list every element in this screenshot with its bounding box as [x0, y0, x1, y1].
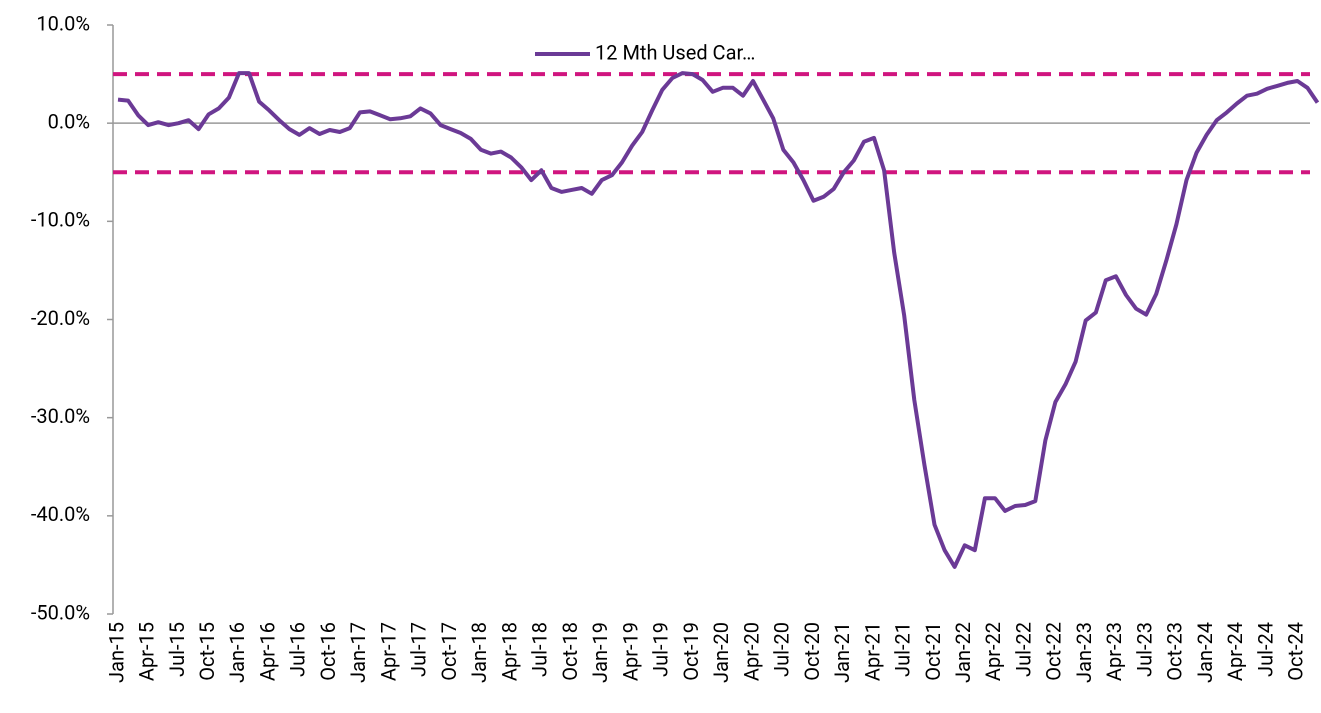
y-tick-label: -10.0% — [31, 208, 90, 232]
series-line — [117, 71, 1320, 569]
x-tick-label: Jul-23 — [1132, 622, 1156, 677]
x-tick-label: Oct-24 — [1284, 622, 1308, 681]
x-tick-label: Jul-17 — [407, 622, 431, 677]
x-tick-label: Oct-19 — [679, 622, 703, 681]
y-tick-label: -40.0% — [31, 502, 90, 526]
x-tick-label: Jan-15 — [104, 622, 128, 683]
x-tick-label: Jul-22 — [1011, 622, 1035, 677]
x-tick-label: Jul-15 — [165, 622, 189, 677]
y-tick-label: -20.0% — [31, 306, 90, 330]
x-tick-label: Apr-17 — [376, 622, 400, 681]
x-tick-label: Jul-16 — [286, 622, 310, 677]
x-tick-label: Apr-23 — [1102, 622, 1126, 681]
x-tick-label: Jul-18 — [528, 622, 552, 677]
x-tick-label: Oct-20 — [800, 622, 824, 681]
x-tick-label: Apr-21 — [860, 622, 884, 681]
x-tick-label: Apr-15 — [135, 622, 159, 681]
x-tick-label: Jul-19 — [649, 622, 673, 677]
x-tick-label: Jan-22 — [951, 622, 975, 683]
x-tick-label: Jan-19 — [588, 622, 612, 683]
x-tick-label: Oct-15 — [195, 622, 219, 681]
x-tick-label: Jan-21 — [830, 622, 854, 683]
x-tick-label: Apr-22 — [981, 622, 1005, 681]
x-tick-label: Jan-16 — [225, 622, 249, 683]
legend-label: 12 Mth Used Car… — [595, 40, 755, 64]
x-tick-label: Jan-23 — [1072, 622, 1096, 683]
x-tick-label: Oct-22 — [1042, 622, 1066, 681]
x-tick-label: Oct-21 — [921, 622, 945, 681]
x-tick-label: Oct-16 — [316, 622, 340, 681]
y-tick-label: -50.0% — [31, 600, 90, 624]
y-tick-label: 0.0% — [48, 109, 90, 133]
x-tick-label: Jan-20 — [709, 622, 733, 683]
y-tick-label: 10.0% — [36, 11, 90, 35]
x-tick-label: Oct-17 — [437, 622, 461, 681]
x-tick-label: Oct-23 — [1163, 622, 1187, 681]
x-tick-label: Jan-17 — [346, 622, 370, 683]
x-tick-label: Oct-18 — [558, 622, 582, 681]
x-tick-label: Jan-18 — [467, 622, 491, 683]
x-tick-label: Apr-16 — [255, 622, 279, 681]
y-tick-label: -30.0% — [31, 404, 90, 428]
x-tick-label: Apr-24 — [1223, 622, 1247, 681]
x-tick-label: Apr-20 — [739, 622, 763, 681]
x-tick-label: Jan-24 — [1193, 622, 1217, 683]
x-tick-label: Apr-18 — [497, 622, 521, 681]
x-tick-label: Jul-24 — [1253, 622, 1277, 677]
x-tick-label: Jul-21 — [891, 622, 915, 677]
x-tick-label: Apr-19 — [618, 622, 642, 681]
x-tick-label: Jul-20 — [770, 622, 794, 677]
